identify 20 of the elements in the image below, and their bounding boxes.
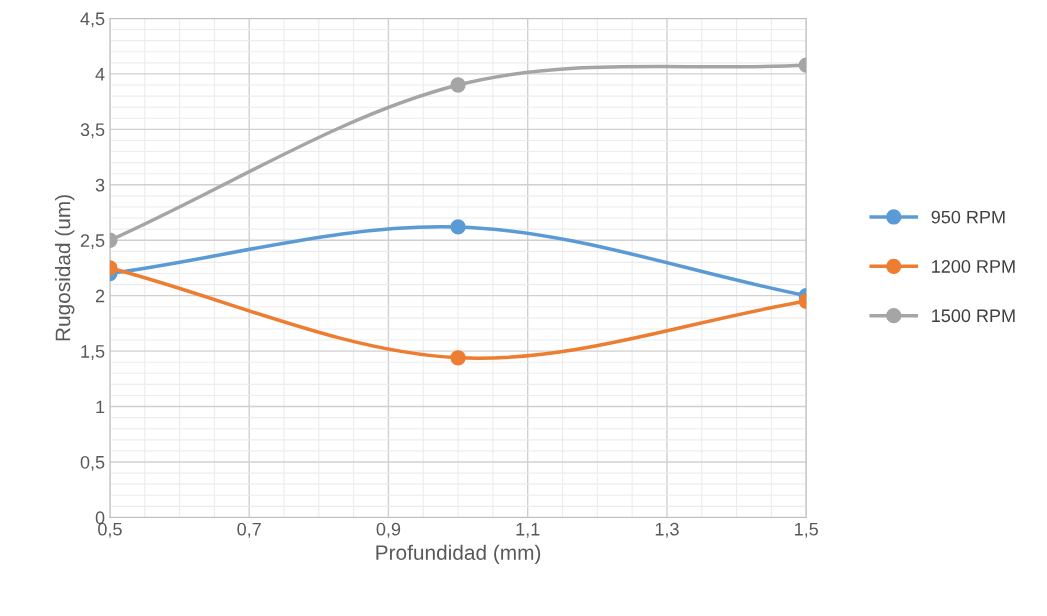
x-axis-title: Profundidad (mm) xyxy=(376,544,541,565)
y-axis-title: Rugosidad (um) xyxy=(55,195,75,341)
y-tick-label: 0,5 xyxy=(80,455,105,471)
legend-label: 1500 RPM xyxy=(932,309,1015,323)
y-tick-label: 1,5 xyxy=(81,345,105,360)
x-tick-label: 1,3 xyxy=(655,522,679,538)
legend-label: 1200 RPM xyxy=(932,260,1015,273)
x-tick-label: 0,9 xyxy=(376,522,401,538)
y-tick-label: 4,5 xyxy=(80,12,105,28)
x-tick-label: 1,1 xyxy=(516,522,540,538)
y-tick-label: 3 xyxy=(95,178,105,192)
y-tick-label: 2 xyxy=(95,289,105,303)
x-tick-label: 1,5 xyxy=(795,522,818,538)
y-tick-label: 0 xyxy=(95,511,105,525)
y-tick-label: 3,5 xyxy=(80,123,105,139)
y-tick-label: 2,5 xyxy=(80,234,105,250)
legend-label: 950 RPM xyxy=(931,210,1005,224)
y-tick-label: 1 xyxy=(96,400,105,414)
x-tick-label: 0,7 xyxy=(237,522,261,538)
y-tick-label: 4 xyxy=(95,68,105,81)
